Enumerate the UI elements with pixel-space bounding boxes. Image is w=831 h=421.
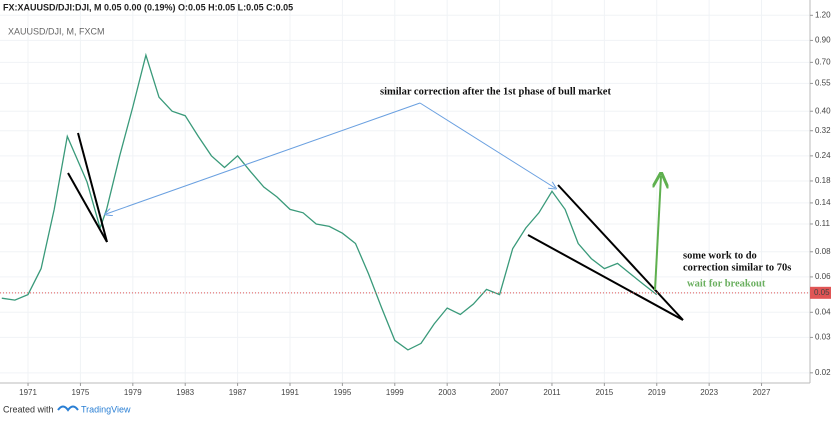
x-tick-label: 1971 (19, 388, 37, 397)
price-line (1, 52, 658, 351)
annotation: wait for breakout (687, 278, 766, 289)
y-tick-label: 0.14 (815, 198, 831, 207)
y-tick-label: 0.24 (815, 151, 831, 160)
y-tick-label: 0.18 (815, 176, 831, 185)
trend-line (557, 184, 684, 321)
annotation: some work to do (683, 250, 757, 261)
annotation: similar correction after the 1st phase o… (380, 86, 611, 97)
footer-text: Created with (3, 404, 54, 414)
y-tick-label: 0.70 (815, 57, 831, 66)
series (1, 52, 658, 351)
y-tick-label: 0.90 (815, 36, 831, 45)
x-tick-label: 1999 (386, 388, 404, 397)
trend-line (77, 132, 108, 243)
arrow (106, 102, 421, 214)
x-tick-label: 2003 (438, 388, 456, 397)
logo (57, 405, 79, 412)
arrow (419, 102, 555, 188)
y-tick-label: 0.03 (815, 333, 831, 342)
trend-line (527, 234, 684, 321)
footer-brand: TradingView (81, 404, 131, 414)
y-tick-label: 0.04 (815, 307, 831, 316)
y-tick-label: 0.55 (815, 79, 831, 88)
x-tick-label: 1991 (281, 388, 299, 397)
y-tick-label: 0.08 (815, 247, 831, 256)
y-tick-label: 0.40 (815, 106, 831, 115)
annotation: correction similar to 70s (683, 262, 791, 273)
x-tick-label: 2019 (648, 388, 666, 397)
trend-line (67, 172, 108, 243)
header: FX:XAUUSD/DJI:DJI, M 0.05 0.00 (0.19%) O… (3, 2, 293, 12)
x-tick-label: 1995 (333, 388, 351, 397)
y-tick-label: 0.02 (815, 368, 831, 377)
last-price-label: 0.05 (814, 288, 830, 297)
x-tick-label: 2011 (543, 388, 561, 397)
x-tick-label: 1987 (229, 388, 247, 397)
watermark: XAUUSD/DJI, M, FXCM (8, 26, 105, 36)
y-tick-label: 1.20 (815, 10, 831, 19)
x-tick-label: 2007 (491, 388, 509, 397)
x-tick-label: 2027 (753, 388, 771, 397)
arrow (655, 176, 661, 291)
y-tick-label: 0.06 (815, 272, 831, 281)
last-price-box (810, 286, 831, 299)
x-tick-label: 2015 (595, 388, 613, 397)
grid (0, 0, 810, 383)
x-tick-label: 1983 (176, 388, 194, 397)
x-tick-label: 1979 (124, 388, 142, 397)
y-tick-label: 0.32 (815, 126, 831, 135)
y-tick-label: 0.11 (815, 219, 831, 228)
x-tick-label: 1975 (72, 388, 90, 397)
x-tick-label: 2023 (700, 388, 718, 397)
